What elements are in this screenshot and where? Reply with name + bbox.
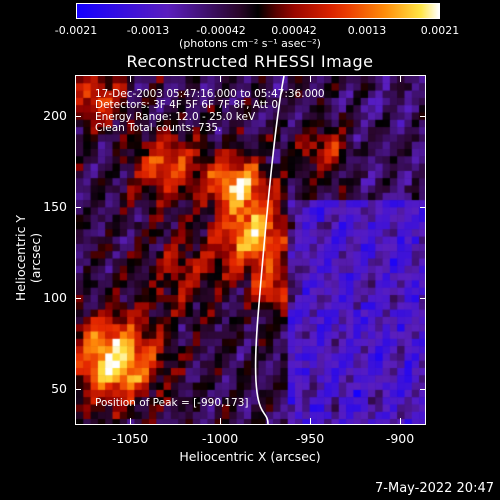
y-tick-mark	[75, 116, 81, 117]
x-axis-label: Heliocentric X (arcsec)	[179, 449, 321, 464]
x-tick-mark	[400, 418, 401, 425]
y-tick-mark	[420, 389, 426, 390]
y-tick-mark	[75, 298, 81, 299]
y-tick-mark	[420, 207, 426, 208]
x-tick-mark	[310, 418, 311, 425]
x-tick-mark	[220, 418, 221, 425]
y-axis-label: Heliocentric Y (arcsec)	[13, 214, 43, 302]
colorbar-tick: -0.00042	[196, 24, 246, 37]
x-tick-mark	[400, 75, 401, 82]
colorbar-tick: 0.00042	[271, 24, 317, 37]
x-tick-label: -1000	[201, 431, 239, 446]
y-tick-mark	[420, 298, 426, 299]
y-tick-mark	[75, 207, 81, 208]
info-detectors: Detectors: 3F 4F 5F 6F 7F 8F, Att 0	[95, 99, 279, 111]
y-tick-label: 200	[43, 108, 67, 123]
x-tick-mark	[130, 75, 131, 82]
colorbar-tick: -0.0013	[126, 24, 170, 37]
colorbar-tick: -0.0021	[54, 24, 98, 37]
info-time: 17-Dec-2003 05:47:16.000 to 05:47:36.000	[95, 88, 325, 100]
x-tick-mark	[310, 75, 311, 82]
info-energy: Energy Range: 12.0 - 25.0 keV	[95, 111, 256, 123]
x-tick-label: -950	[295, 431, 325, 446]
flux-map	[76, 76, 425, 424]
plot-title: Reconstructed RHESSI Image	[126, 52, 374, 71]
y-tick-mark	[420, 116, 426, 117]
limb-line	[254, 76, 285, 424]
y-tick-mark	[75, 389, 81, 390]
colorbar-units: (photons cm⁻² s⁻¹ asec⁻²)	[179, 37, 321, 50]
y-tick-label: 150	[43, 199, 67, 214]
colorbar-tick: 0.0021	[420, 24, 460, 37]
date-stamp: 7-May-2022 20:47	[375, 481, 494, 496]
peak-position: Position of Peak = [-990,173]	[95, 397, 249, 409]
colorbar	[76, 3, 440, 19]
colorbar-tick: 0.0013	[347, 24, 387, 37]
x-tick-label: -900	[385, 431, 415, 446]
y-tick-label: 50	[51, 381, 67, 396]
x-tick-mark	[130, 418, 131, 425]
x-tick-label: -1050	[111, 431, 149, 446]
info-clean: Clean Total counts: 735.	[95, 122, 222, 134]
y-tick-label: 100	[43, 290, 67, 305]
image-plot: 17-Dec-2003 05:47:16.000 to 05:47:36.000…	[75, 75, 426, 425]
x-tick-mark	[220, 75, 221, 82]
